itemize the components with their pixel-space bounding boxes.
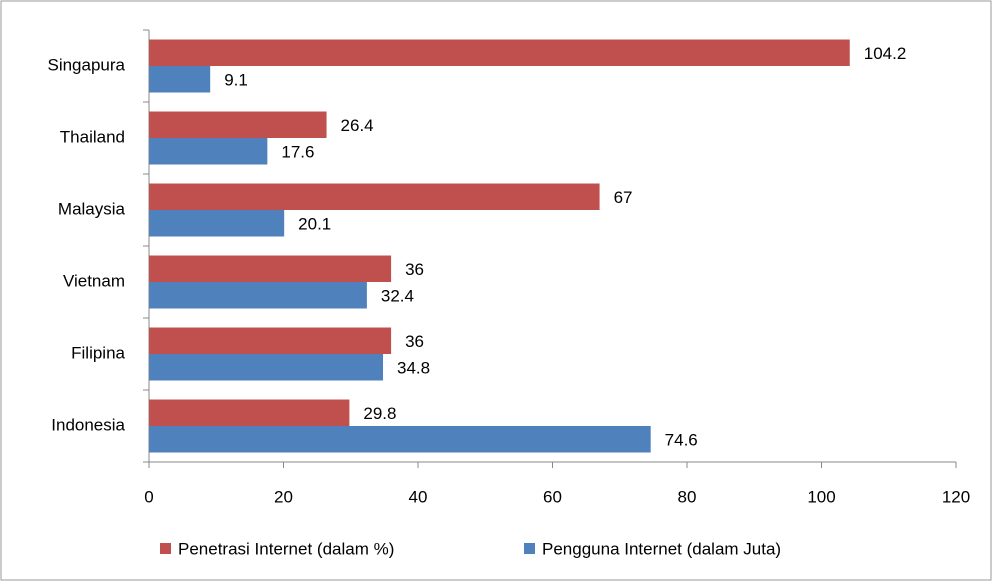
y-tick-label: Vietnam [63,271,125,290]
bar [149,183,600,210]
data-label: 20.1 [298,215,331,234]
data-label: 34.8 [397,359,430,378]
bar [149,327,392,354]
data-label: 9.1 [224,71,248,90]
x-tick-label: 120 [942,487,970,506]
y-tick-label: Thailand [60,127,125,146]
y-tick-label: Singapura [47,55,125,74]
data-label: 36 [405,260,424,279]
data-label: 67 [614,188,633,207]
bar [149,66,211,93]
legend-label: Pengguna Internet (dalam Juta) [542,539,781,558]
bar [149,426,651,453]
bar [149,210,285,237]
legend-swatch [524,543,535,554]
data-label: 36 [405,332,424,351]
bar [149,255,392,282]
data-label: 104.2 [864,44,907,63]
y-tick-label: Indonesia [51,415,125,434]
x-tick-label: 80 [678,487,697,506]
data-label: 29.8 [363,404,396,423]
bar [149,39,850,66]
data-label: 74.6 [665,431,698,450]
x-tick-label: 0 [144,487,153,506]
data-label: 32.4 [381,287,414,306]
bar [149,138,268,165]
data-label: 17.6 [281,143,314,162]
y-tick-label: Malaysia [58,199,126,218]
data-label: 26.4 [341,116,374,135]
y-tick-label: Filipina [71,343,125,362]
x-tick-label: 40 [409,487,428,506]
bar [149,399,350,426]
bar [149,111,327,138]
x-tick-label: 60 [543,487,562,506]
legend-label: Penetrasi Internet (dalam %) [178,539,394,558]
bar [149,282,367,309]
bar [149,354,384,381]
x-tick-label: 100 [807,487,835,506]
x-tick-label: 20 [274,487,293,506]
legend-swatch [160,543,171,554]
